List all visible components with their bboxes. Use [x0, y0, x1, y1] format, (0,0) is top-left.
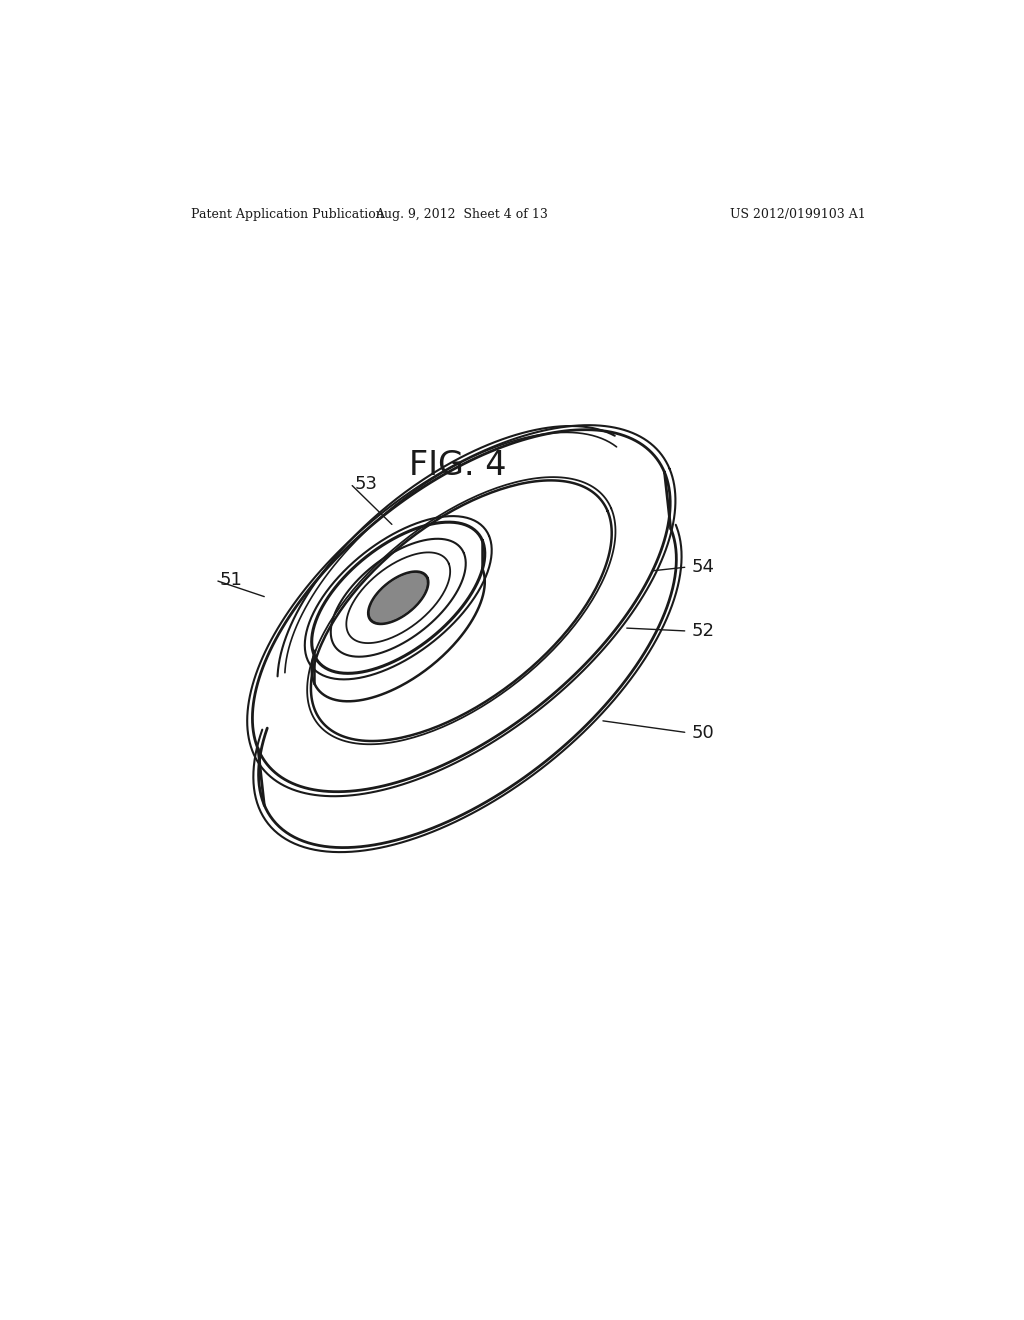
- Text: 52: 52: [691, 622, 715, 640]
- Text: 53: 53: [354, 475, 377, 492]
- Text: Aug. 9, 2012  Sheet 4 of 13: Aug. 9, 2012 Sheet 4 of 13: [375, 209, 548, 222]
- Text: Patent Application Publication: Patent Application Publication: [191, 209, 384, 222]
- Text: 50: 50: [691, 723, 714, 742]
- Text: 51: 51: [219, 572, 242, 589]
- Text: US 2012/0199103 A1: US 2012/0199103 A1: [730, 209, 866, 222]
- Text: 54: 54: [691, 558, 715, 576]
- Ellipse shape: [369, 572, 428, 623]
- Text: FIG. 4: FIG. 4: [409, 449, 506, 482]
